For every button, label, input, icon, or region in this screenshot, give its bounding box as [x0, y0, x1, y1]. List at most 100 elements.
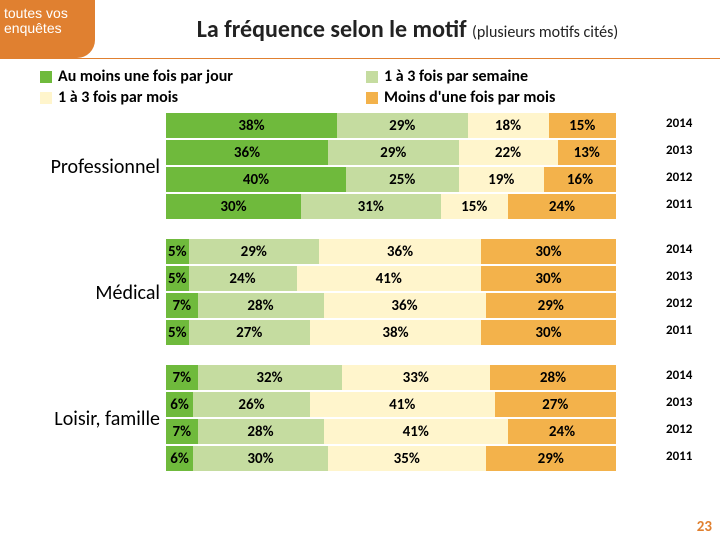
bar-segment: 38%	[166, 113, 337, 138]
row-year-label: 2012	[666, 296, 692, 311]
bar-segment: 40%	[166, 167, 346, 192]
stacked-bar-chart: Professionnel38%29%18%15%201436%29%22%13…	[0, 111, 720, 473]
bar-segment: 36%	[166, 140, 328, 165]
bar-segment: 24%	[508, 419, 616, 444]
bar-segment: 15%	[441, 194, 509, 219]
bar-segment: 33%	[342, 365, 491, 390]
bar-segment: 30%	[481, 239, 616, 264]
chart-group: Loisir, famille7%32%33%28%20146%26%41%27…	[10, 365, 660, 473]
bar-segment: 28%	[198, 293, 324, 318]
slide-header: toutes vos enquêtes La fréquence selon l…	[0, 0, 720, 59]
bar-segment: 7%	[166, 293, 198, 318]
bar-segment: 29%	[486, 293, 617, 318]
legend-swatch	[40, 92, 52, 104]
legend-item: 1 à 3 fois par semaine	[366, 67, 692, 86]
bar-segment: 27%	[495, 392, 617, 417]
bar-segment: 35%	[328, 446, 486, 471]
bar-segment: 28%	[198, 419, 324, 444]
row-year-label: 2011	[666, 323, 692, 338]
stacked-bar-row: 7%28%36%29%2012	[166, 293, 660, 318]
bar-segment: 6%	[166, 446, 193, 471]
row-year-label: 2011	[666, 449, 692, 464]
stacked-bar-row: 38%29%18%15%2014	[166, 113, 660, 138]
bar-segment: 19%	[459, 167, 545, 192]
bar-segment: 41%	[310, 392, 495, 417]
legend-label: 1 à 3 fois par semaine	[384, 67, 528, 86]
chart-group: Professionnel38%29%18%15%201436%29%22%13…	[10, 113, 660, 221]
group-label: Loisir, famille	[10, 407, 166, 431]
stacked-bar-row: 40%25%19%16%2012	[166, 167, 660, 192]
bar-segment: 6%	[166, 392, 193, 417]
row-year-label: 2013	[666, 395, 692, 410]
bar-segment: 24%	[189, 266, 297, 291]
row-year-label: 2013	[666, 143, 692, 158]
stacked-bar-row: 5%24%41%30%2013	[166, 266, 660, 291]
legend-label: Au moins une fois par jour	[58, 67, 233, 86]
group-label: Professionnel	[10, 155, 166, 179]
bar-segment: 28%	[490, 365, 616, 390]
chart-group: Médical5%29%36%30%20145%24%41%30%20137%2…	[10, 239, 660, 347]
bar-segment: 29%	[337, 113, 468, 138]
bar-segment: 24%	[508, 194, 616, 219]
row-year-label: 2014	[666, 242, 692, 257]
logo-badge: toutes vos enquêtes	[0, 0, 95, 58]
stacked-bar-row: 5%27%38%30%2011	[166, 320, 660, 345]
bar-segment: 31%	[301, 194, 441, 219]
bar-segment: 5%	[166, 239, 189, 264]
row-year-label: 2011	[666, 197, 692, 212]
legend-swatch	[366, 71, 378, 83]
bar-segment: 25%	[346, 167, 459, 192]
legend-label: Moins d'une fois par mois	[384, 88, 555, 107]
bar-segment: 41%	[324, 419, 509, 444]
bar-segment: 18%	[468, 113, 549, 138]
bar-segment: 30%	[481, 266, 616, 291]
legend-item: Au moins une fois par jour	[40, 67, 366, 86]
stacked-bar-row: 36%29%22%13%2013	[166, 140, 660, 165]
legend-label: 1 à 3 fois par mois	[58, 88, 178, 107]
slide-title: La fréquence selon le motif (plusieurs m…	[95, 15, 720, 44]
bar-segment: 27%	[189, 320, 311, 345]
stacked-bar-row: 7%28%41%24%2012	[166, 419, 660, 444]
page-number: 23	[697, 518, 712, 536]
legend-item: 1 à 3 fois par mois	[40, 88, 366, 107]
group-label: Médical	[10, 281, 166, 305]
bar-segment: 36%	[324, 293, 486, 318]
legend-swatch	[366, 92, 378, 104]
bar-segment: 30%	[166, 194, 301, 219]
bar-segment: 15%	[549, 113, 617, 138]
bar-segment: 5%	[166, 266, 189, 291]
title-sub: (plusieurs motifs cités)	[472, 23, 618, 42]
legend-swatch	[40, 71, 52, 83]
group-bars: 38%29%18%15%201436%29%22%13%201340%25%19…	[166, 113, 660, 221]
group-bars: 5%29%36%30%20145%24%41%30%20137%28%36%29…	[166, 239, 660, 347]
stacked-bar-row: 6%26%41%27%2013	[166, 392, 660, 417]
bar-segment: 29%	[328, 140, 459, 165]
bar-segment: 5%	[166, 320, 189, 345]
bar-segment: 32%	[198, 365, 342, 390]
row-year-label: 2012	[666, 422, 692, 437]
bar-segment: 7%	[166, 365, 198, 390]
row-year-label: 2013	[666, 269, 692, 284]
stacked-bar-row: 5%29%36%30%2014	[166, 239, 660, 264]
bar-segment: 30%	[193, 446, 328, 471]
bar-segment: 13%	[558, 140, 617, 165]
bar-segment: 38%	[310, 320, 481, 345]
row-year-label: 2012	[666, 170, 692, 185]
bar-segment: 29%	[189, 239, 320, 264]
row-year-label: 2014	[666, 116, 692, 131]
title-main: La fréquence selon le motif	[197, 15, 467, 44]
bar-segment: 16%	[544, 167, 616, 192]
bar-segment: 26%	[193, 392, 310, 417]
stacked-bar-row: 7%32%33%28%2014	[166, 365, 660, 390]
row-year-label: 2014	[666, 368, 692, 383]
chart-legend: Au moins une fois par jour 1 à 3 fois par…	[0, 59, 720, 111]
stacked-bar-row: 30%31%15%24%2011	[166, 194, 660, 219]
stacked-bar-row: 6%30%35%29%2011	[166, 446, 660, 471]
bar-segment: 29%	[486, 446, 617, 471]
bar-segment: 30%	[481, 320, 616, 345]
group-bars: 7%32%33%28%20146%26%41%27%20137%28%41%24…	[166, 365, 660, 473]
legend-item: Moins d'une fois par mois	[366, 88, 692, 107]
bar-segment: 41%	[297, 266, 482, 291]
bar-segment: 7%	[166, 419, 198, 444]
bar-segment: 36%	[319, 239, 481, 264]
